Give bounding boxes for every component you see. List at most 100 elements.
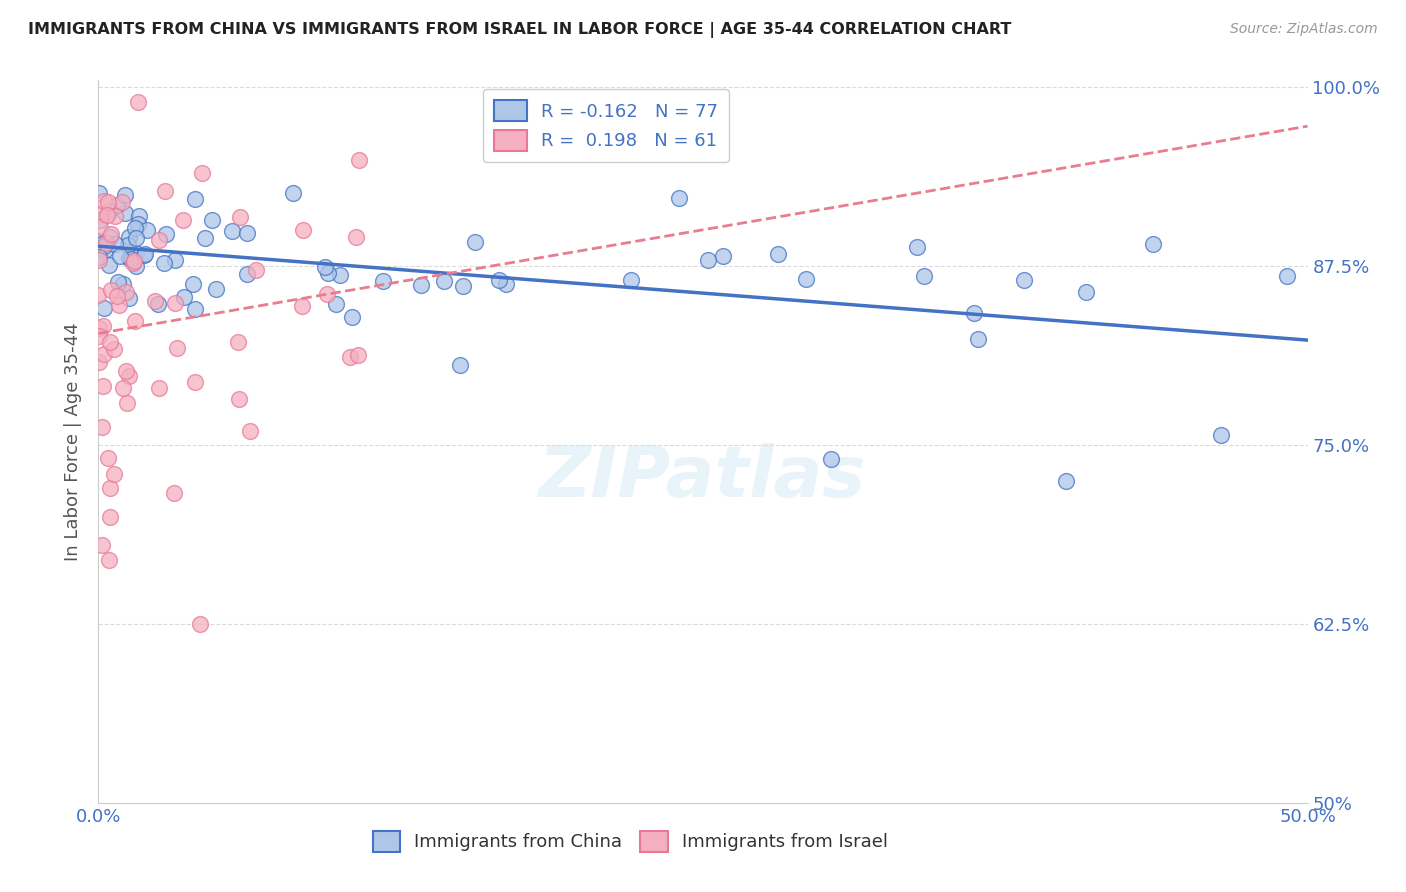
Point (453, 278, 475, 293)
Point (120, 252, 142, 266)
Point (184, 192, 207, 206)
Point (90, 236, 112, 251)
Point (344, 229, 367, 244)
Point (342, 310, 364, 324)
Point (1275, 268, 1298, 283)
Point (433, 274, 456, 288)
Point (135, 223, 157, 237)
Point (89, 250, 111, 264)
Point (371, 274, 394, 288)
Point (105, 289, 128, 303)
Point (449, 358, 471, 372)
Point (104, 209, 127, 223)
Point (98, 509, 121, 524)
Point (107, 275, 129, 289)
Point (115, 363, 138, 377)
Point (228, 334, 250, 349)
Point (125, 259, 148, 273)
Point (325, 297, 347, 311)
Point (124, 221, 146, 235)
Point (94, 236, 117, 251)
Point (87, 321, 110, 335)
Point (191, 166, 214, 180)
Point (221, 224, 243, 238)
Point (91, 207, 114, 221)
Point (89, 212, 111, 227)
Point (228, 211, 250, 225)
Point (134, 246, 156, 260)
Point (347, 348, 370, 362)
Point (347, 153, 370, 168)
Point (181, 277, 204, 291)
Point (966, 332, 988, 346)
Point (711, 249, 734, 263)
Point (100, 283, 122, 297)
Point (291, 222, 314, 236)
Point (183, 375, 205, 389)
Point (114, 188, 136, 202)
Point (464, 235, 486, 249)
Point (166, 341, 188, 355)
Point (236, 226, 259, 240)
Point (112, 381, 135, 395)
Point (122, 253, 145, 268)
Point (148, 233, 170, 247)
Point (93, 347, 115, 361)
Point (291, 299, 314, 313)
Point (281, 186, 304, 201)
Point (97, 258, 120, 272)
Point (184, 302, 207, 317)
Y-axis label: In Labor Force | Age 35-44: In Labor Force | Age 35-44 (65, 322, 83, 561)
Point (143, 294, 166, 309)
Point (315, 287, 337, 301)
Point (620, 273, 643, 287)
Point (108, 249, 131, 263)
Point (97, 195, 120, 210)
Point (98, 203, 121, 218)
Point (1014, 273, 1036, 287)
Point (495, 277, 517, 292)
Point (100, 227, 122, 241)
Point (194, 231, 217, 245)
Point (94, 243, 117, 257)
Point (87, 252, 110, 267)
Point (87, 234, 110, 248)
Point (163, 295, 186, 310)
Point (188, 617, 211, 632)
Point (204, 282, 226, 296)
Point (1076, 285, 1098, 300)
Point (905, 240, 928, 254)
Text: ZIPatlas: ZIPatlas (540, 443, 866, 512)
Point (90, 538, 112, 552)
Text: IMMIGRANTS FROM CHINA VS IMMIGRANTS FROM ISRAEL IN LABOR FORCE | AGE 35-44 CORRE: IMMIGRANTS FROM CHINA VS IMMIGRANTS FROM… (28, 22, 1011, 38)
Point (105, 198, 128, 212)
Point (87, 288, 110, 302)
Point (668, 191, 690, 205)
Point (155, 185, 177, 199)
Point (111, 277, 134, 291)
Point (93, 239, 115, 253)
Point (125, 245, 148, 260)
Point (98, 229, 121, 244)
Text: Source: ZipAtlas.com: Source: ZipAtlas.com (1230, 22, 1378, 37)
Point (118, 291, 141, 305)
Point (794, 272, 817, 286)
Point (90, 420, 112, 434)
Point (104, 236, 127, 251)
Point (97, 451, 120, 466)
Point (103, 467, 125, 481)
Legend: Immigrants from China, Immigrants from Israel: Immigrants from China, Immigrants from I… (366, 823, 896, 859)
Point (100, 334, 122, 349)
Point (117, 396, 139, 410)
Point (912, 269, 935, 284)
Point (146, 297, 169, 311)
Point (1142, 237, 1164, 252)
Point (1211, 428, 1233, 442)
Point (98, 552, 121, 566)
Point (108, 298, 131, 312)
Point (118, 368, 141, 383)
Point (339, 350, 361, 364)
Point (316, 267, 339, 281)
Point (245, 262, 267, 277)
Point (91, 318, 114, 333)
